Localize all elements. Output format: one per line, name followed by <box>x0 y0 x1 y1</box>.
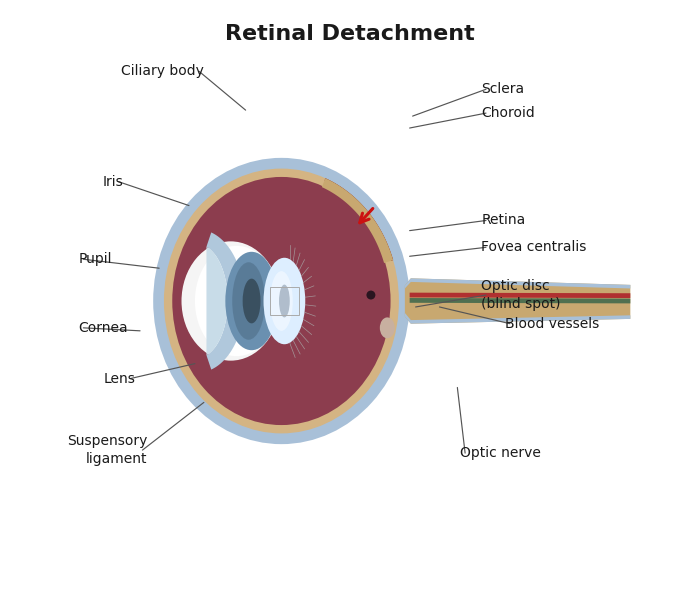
Ellipse shape <box>153 158 410 444</box>
Polygon shape <box>410 293 630 298</box>
Circle shape <box>366 291 375 300</box>
Text: Retina: Retina <box>481 214 526 228</box>
Polygon shape <box>206 247 228 355</box>
Ellipse shape <box>243 279 260 323</box>
Ellipse shape <box>225 252 278 350</box>
Text: Sclera: Sclera <box>481 82 524 96</box>
Ellipse shape <box>232 262 265 340</box>
Text: Blood vessels: Blood vessels <box>505 317 599 330</box>
Text: Choroid: Choroid <box>481 106 535 120</box>
Ellipse shape <box>380 317 395 338</box>
Polygon shape <box>325 178 393 261</box>
Ellipse shape <box>279 285 290 317</box>
Polygon shape <box>410 298 630 303</box>
Text: Optic disc
(blind spot): Optic disc (blind spot) <box>481 279 561 311</box>
Ellipse shape <box>181 241 280 361</box>
Polygon shape <box>322 178 393 263</box>
Ellipse shape <box>263 258 305 344</box>
Polygon shape <box>206 232 244 370</box>
Polygon shape <box>405 278 630 288</box>
Ellipse shape <box>164 169 399 433</box>
Ellipse shape <box>172 177 391 425</box>
Ellipse shape <box>195 246 279 356</box>
Text: Pupil: Pupil <box>78 252 112 266</box>
Polygon shape <box>405 278 630 324</box>
Text: Fovea centralis: Fovea centralis <box>481 240 587 254</box>
Text: Cornea: Cornea <box>78 321 128 335</box>
Text: Lens: Lens <box>104 371 135 385</box>
Text: Retinal Detachment: Retinal Detachment <box>225 23 475 44</box>
Text: Ciliary body: Ciliary body <box>121 64 204 78</box>
Text: Suspensory
ligament: Suspensory ligament <box>66 435 147 466</box>
Ellipse shape <box>270 271 293 331</box>
Text: Optic nerve: Optic nerve <box>461 446 541 460</box>
Text: Iris: Iris <box>103 175 123 188</box>
Polygon shape <box>405 313 630 324</box>
